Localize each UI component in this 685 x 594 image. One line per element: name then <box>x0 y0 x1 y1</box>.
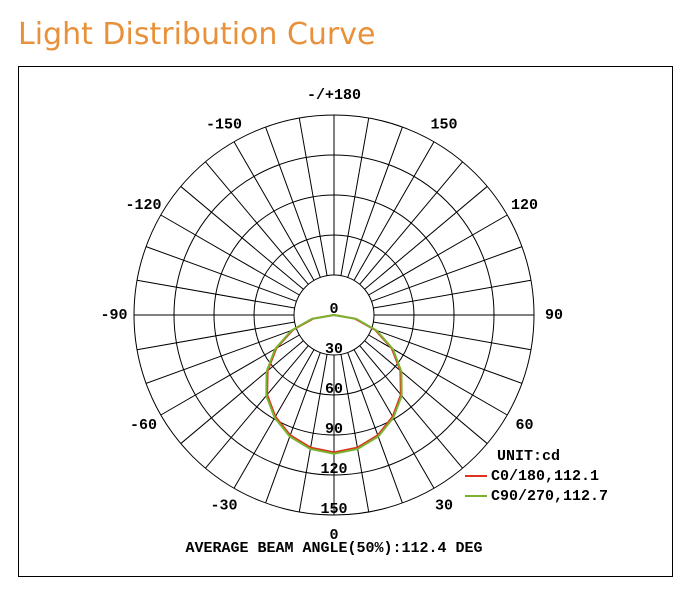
angle-tick-label: 90 <box>545 307 563 324</box>
angle-tick-label: -/+180 <box>307 87 361 104</box>
angle-tick-label: 120 <box>511 197 538 214</box>
r-tick-label: 0 <box>329 301 338 318</box>
r-tick-label: 30 <box>325 341 343 358</box>
angle-tick-label: 60 <box>516 417 534 434</box>
r-tick-label: 60 <box>325 381 343 398</box>
ring <box>293 274 375 356</box>
legend-label: C0/180,112.1 <box>491 468 599 485</box>
ring <box>253 234 415 396</box>
curve <box>265 314 403 455</box>
angle-tick-label: -120 <box>125 197 161 214</box>
angle-tick-label: -60 <box>130 417 157 434</box>
r-tick-label: 120 <box>320 461 347 478</box>
chart-title: Light Distribution Curve <box>18 17 375 52</box>
ring <box>173 154 495 476</box>
angle-tick-label: 150 <box>430 116 457 133</box>
angle-tick-label: -90 <box>100 307 127 324</box>
unit-label: UNIT:cd <box>497 448 560 465</box>
r-tick-label: 90 <box>325 421 343 438</box>
r-tick-label: 150 <box>320 501 347 518</box>
angle-tick-label: 0 <box>329 527 338 544</box>
legend-label: C90/270,112.7 <box>491 488 608 505</box>
ring <box>213 194 455 436</box>
angle-tick-label: -150 <box>206 116 242 133</box>
ring <box>133 114 535 516</box>
footer: AVERAGE BEAM ANGLE(50%):112.4 DEG <box>185 540 482 557</box>
angle-tick-label: -30 <box>210 497 237 514</box>
angle-tick-label: 30 <box>435 497 453 514</box>
frame <box>18 66 673 577</box>
